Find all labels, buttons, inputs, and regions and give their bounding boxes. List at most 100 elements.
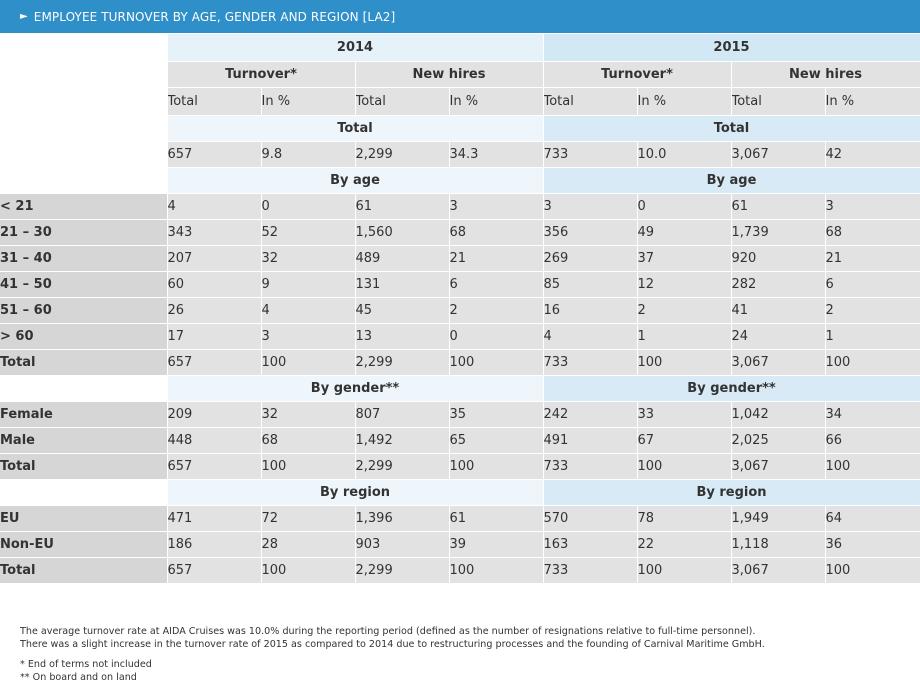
year-2015-header: 2015 — [543, 34, 920, 62]
value-cell: 13 — [355, 323, 450, 350]
value-cell: 100 — [449, 557, 544, 584]
value-cell: 1,118 — [731, 531, 826, 558]
value-cell: 67 — [637, 427, 732, 454]
section-header-row: By gender** By gender** — [0, 375, 920, 402]
footnote: * End of terms not included — [20, 659, 152, 670]
table-row: Total 657 100 2,299 100 733 100 3,067 100 — [0, 453, 920, 480]
empty-cell — [0, 479, 168, 506]
value-cell: 100 — [637, 557, 732, 584]
footnotes: The average turnover rate at AIDA Cruise… — [20, 626, 765, 684]
row-label: > 60 — [0, 323, 168, 350]
value-cell: 570 — [543, 505, 638, 532]
value-cell: 24 — [731, 323, 826, 350]
value-cell: 186 — [167, 531, 262, 558]
value-cell: 3,067 — [731, 557, 826, 584]
value-cell: 100 — [449, 349, 544, 376]
value-cell: 3,067 — [731, 349, 826, 376]
value-cell: 1,492 — [355, 427, 450, 454]
value-cell: 36 — [825, 531, 920, 558]
value-cell: 21 — [449, 245, 544, 272]
value-cell: 100 — [825, 453, 920, 480]
turnover-table: 2014 2015 Turnover* New hires Turnover* … — [0, 34, 920, 584]
footnote: ** On board and on land — [20, 671, 137, 683]
value-cell: 903 — [355, 531, 450, 558]
value-cell: 343 — [167, 219, 262, 246]
value-cell: 2,299 — [355, 557, 450, 584]
table-row: Non-EU 186 28 903 39 163 22 1,118 36 — [0, 531, 920, 558]
sub-header-percent: In % — [449, 87, 544, 116]
value-cell: 9 — [261, 271, 356, 298]
triangle-right-icon: ► — [20, 11, 28, 22]
value-cell: 22 — [637, 531, 732, 558]
value-cell: 34 — [825, 401, 920, 428]
region-section-2014: By region — [167, 479, 544, 506]
value-cell: 60 — [167, 271, 262, 298]
value-cell: 35 — [449, 401, 544, 428]
sub-header-percent: In % — [637, 87, 732, 116]
value-cell: 41 — [731, 297, 826, 324]
table-row: Female 209 32 807 35 242 33 1,042 34 — [0, 401, 920, 428]
value-cell: 39 — [449, 531, 544, 558]
value-cell: 68 — [261, 427, 356, 454]
value-cell: 1,560 — [355, 219, 450, 246]
table-row: Total 657 100 2,299 100 733 100 3,067 100 — [0, 557, 920, 584]
value-cell: 807 — [355, 401, 450, 428]
sub-header-total: Total — [355, 87, 450, 116]
value-cell: 68 — [825, 219, 920, 246]
table-row: Male 448 68 1,492 65 491 67 2,025 66 — [0, 427, 920, 454]
value-cell: 32 — [261, 245, 356, 272]
value-cell: 68 — [449, 219, 544, 246]
value-cell: 1,739 — [731, 219, 826, 246]
empty-cell — [0, 375, 168, 402]
value-cell: 657 — [167, 453, 262, 480]
value-cell: 37 — [637, 245, 732, 272]
value-cell: 28 — [261, 531, 356, 558]
value-cell: 21 — [825, 245, 920, 272]
value-cell: 26 — [167, 297, 262, 324]
value-cell: 3 — [825, 193, 920, 220]
table-row: 51 – 60 26 4 45 2 16 2 41 2 — [0, 297, 920, 324]
value-cell: 3,067 — [731, 453, 826, 480]
value-cell: 1,042 — [731, 401, 826, 428]
table-row: < 21 4 0 61 3 3 0 61 3 — [0, 193, 920, 220]
value-cell: 1,396 — [355, 505, 450, 532]
value-cell: 131 — [355, 271, 450, 298]
value-cell: 10.0 — [637, 141, 732, 168]
value-cell: 733 — [543, 453, 638, 480]
value-cell: 100 — [449, 453, 544, 480]
value-cell: 733 — [543, 141, 638, 168]
value-cell: 64 — [825, 505, 920, 532]
value-cell: 209 — [167, 401, 262, 428]
value-cell: 491 — [543, 427, 638, 454]
note-line: The average turnover rate at AIDA Cruise… — [20, 626, 756, 637]
value-cell: 282 — [731, 271, 826, 298]
value-cell: 448 — [167, 427, 262, 454]
new-hires-group-header: New hires — [355, 61, 544, 88]
row-label: EU — [0, 505, 168, 532]
empty-cell — [0, 167, 168, 194]
value-cell: 78 — [637, 505, 732, 532]
value-cell: 0 — [449, 323, 544, 350]
gender-section-2015: By gender** — [543, 375, 920, 402]
value-cell: 16 — [543, 297, 638, 324]
value-cell: 100 — [261, 349, 356, 376]
section-header-row: By region By region — [0, 479, 920, 506]
value-cell: 100 — [825, 349, 920, 376]
value-cell: 1 — [825, 323, 920, 350]
value-cell: 2,299 — [355, 453, 450, 480]
sub-header-total: Total — [543, 87, 638, 116]
table-title: EMPLOYEE TURNOVER BY AGE, GENDER AND REG… — [33, 9, 396, 24]
table-title-bar: ► EMPLOYEE TURNOVER BY AGE, GENDER AND R… — [0, 0, 920, 33]
row-label: Male — [0, 427, 168, 454]
table-row: EU 471 72 1,396 61 570 78 1,949 64 — [0, 505, 920, 532]
value-cell: 65 — [449, 427, 544, 454]
value-cell: 733 — [543, 557, 638, 584]
table-row: Total 657 100 2,299 100 733 100 3,067 100 — [0, 349, 920, 376]
turnover-group-header: Turnover* — [543, 61, 732, 88]
sub-header-total: Total — [167, 87, 262, 116]
value-cell: 100 — [637, 453, 732, 480]
total-section-2015: Total — [543, 115, 920, 142]
row-label: Total — [0, 349, 168, 376]
empty-cell — [0, 115, 168, 142]
value-cell: 49 — [637, 219, 732, 246]
